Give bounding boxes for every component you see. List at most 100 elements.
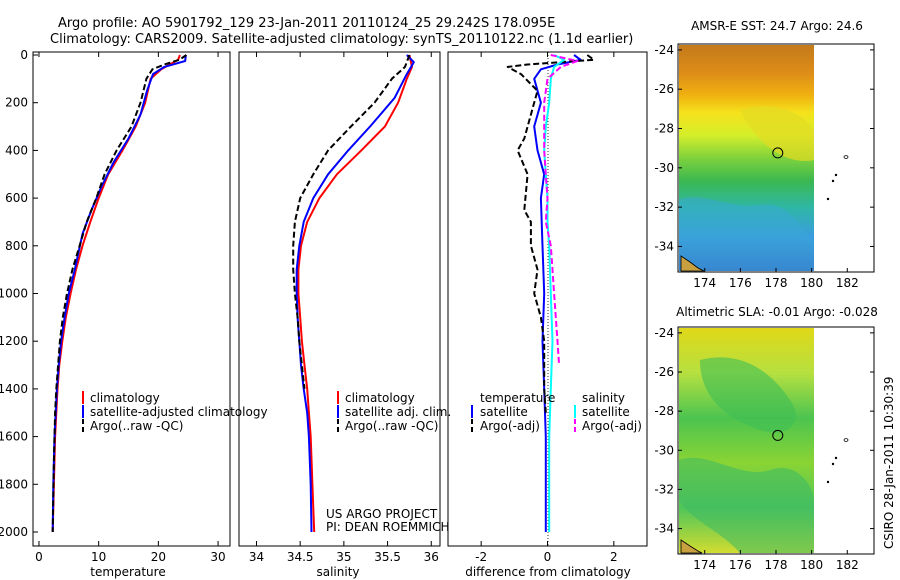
- island-marker: [834, 456, 838, 460]
- map-y-tick-label: -28: [654, 404, 674, 418]
- sla-map-panel: Altimetric SLA: -0.01 Argo: -0.028 174 17…: [654, 305, 878, 572]
- difference-legend: temperature satellite Argo(-adj) salinit…: [471, 391, 642, 433]
- x-tick-label: 20: [151, 550, 166, 564]
- sst-map-panel: AMSR-E SST: 24.7 Argo: 24.6 174 176 178 180…: [654, 19, 875, 290]
- y-tick-label: 1800: [0, 477, 28, 491]
- x-tick-label: 34.5: [287, 550, 314, 564]
- map-y-tick-label: -30: [654, 161, 674, 175]
- salinity-legend: climatology satellite adj. clim. Argo(..…: [337, 391, 451, 433]
- timestamp-label: CSIRO 28-Jan-2011 10:30:39: [882, 377, 896, 549]
- y-tick-label: 1400: [0, 382, 28, 396]
- sla-map-title: Altimetric SLA: -0.01 Argo: -0.028: [676, 305, 878, 319]
- map-x-tick-label: 180: [800, 558, 823, 572]
- map-y-tick-label: -28: [654, 122, 674, 136]
- y-tick-label: 800: [5, 239, 28, 253]
- x-tick-label: 0: [35, 550, 43, 564]
- salinity-panel: 34 34.5 35 35.5 36 climatology satellite adj…: [238, 51, 451, 579]
- island-marker: [843, 438, 849, 442]
- legend-temp-satellite-label: satellite: [480, 405, 528, 419]
- x-tick-label: 10: [91, 550, 106, 564]
- x-tick-label: 35.5: [374, 550, 401, 564]
- map-y-tick-label: -26: [654, 82, 674, 96]
- legend-argo-label: Argo(..raw -QC): [90, 419, 183, 433]
- map-x-tick-label: 180: [800, 276, 823, 290]
- x-tick-label: -2: [475, 550, 487, 564]
- x-tick-label: 30: [210, 550, 225, 564]
- y-tick-label: 1600: [0, 430, 28, 444]
- difference-plot-frame: [447, 51, 648, 547]
- temperature-plot-frame: [32, 51, 231, 547]
- map-x-tick-label: 174: [693, 276, 716, 290]
- map-x-tick-label: 176: [729, 276, 752, 290]
- sla-coast: [680, 539, 703, 554]
- sst-coast: [680, 255, 705, 272]
- map-x-tick-label: 174: [693, 558, 716, 572]
- map-y-tick-label: -30: [654, 443, 674, 457]
- series-line-satellite: [295, 54, 415, 533]
- series-line-salinity-satellite: [543, 54, 566, 532]
- temperature-series-layer: 0 10 20 30 0 200 400 600 800 1000 1200 1400 1600 1800…: [0, 48, 226, 564]
- map-y-tick-label: -26: [654, 365, 674, 379]
- temperature-legend: climatology satellite-adjusted climatolo…: [82, 391, 268, 433]
- sst-warm-patch: [740, 106, 814, 161]
- header-line-2: Climatology: CARS2009. Satellite-adjuste…: [50, 32, 633, 47]
- legend-climatology-label: climatology: [345, 391, 415, 405]
- legend-salinity-title: salinity: [582, 391, 625, 405]
- map-y-tick-label: -32: [654, 200, 674, 214]
- x-tick-label: 35: [336, 550, 351, 564]
- legend-sal-satellite-label: satellite: [582, 405, 630, 419]
- map-x-tick-label: 178: [765, 558, 788, 572]
- island-marker: [834, 173, 838, 177]
- map-x-tick-label: 182: [836, 558, 859, 572]
- sla-map-axes: 174 176 178 180 182 -24 -26 -28 -30 -32 -34: [654, 326, 874, 572]
- y-tick-label: 1000: [0, 287, 28, 301]
- x-tick-label: 0: [544, 550, 552, 564]
- sst-cool-patch: [679, 197, 814, 271]
- temperature-panel: 0 10 20 30 0 200 400 600 800 1000 1200 1400 1600 1800…: [0, 48, 268, 579]
- map-y-tick-label: -32: [654, 482, 674, 496]
- y-tick-label: 600: [5, 191, 28, 205]
- map-x-tick-label: 178: [765, 276, 788, 290]
- difference-series-layer: -2 0 2: [475, 52, 618, 564]
- sst-map-axes: 174 176 178 180 182 -24 -26 -28 -30 -32 -34: [654, 43, 874, 290]
- header-line-1: Argo profile: AO 5901792_129 23-Jan-2011…: [58, 16, 555, 31]
- y-tick-label: 200: [5, 96, 28, 110]
- map-y-tick-label: -24: [654, 326, 674, 340]
- y-tick-label: 2000: [0, 525, 28, 539]
- map-y-tick-label: -34: [654, 522, 674, 536]
- legend-sal-argo-label: Argo(-adj): [582, 419, 642, 433]
- map-y-tick-label: -34: [654, 239, 674, 253]
- sla-islands: [826, 438, 849, 484]
- salinity-series-layer: 34 34.5 35 35.5 36: [249, 52, 439, 564]
- island-marker: [831, 179, 835, 183]
- sla-patch: [679, 457, 814, 553]
- sst-float-position-marker: [772, 147, 784, 159]
- salinity-axis-label: salinity: [316, 565, 359, 579]
- y-tick-label: 1200: [0, 334, 28, 348]
- sla-float-position-marker: [772, 429, 784, 441]
- series-line-temperature-satellite: [533, 54, 582, 532]
- series-line-climatology: [297, 54, 413, 533]
- sla-patch: [700, 357, 796, 433]
- x-tick-label: 2: [610, 550, 618, 564]
- map-x-tick-label: 176: [729, 558, 752, 572]
- y-tick-label: 400: [5, 143, 28, 157]
- series-line-climatology: [51, 54, 181, 533]
- map-x-tick-label: 182: [836, 276, 859, 290]
- series-line-satellite: [51, 54, 187, 533]
- series-line-salinity-argo-adj-: [543, 54, 579, 366]
- x-tick-label: 36: [424, 550, 439, 564]
- island-marker: [826, 480, 830, 484]
- series-line-temperature-argo-adj-: [506, 54, 595, 413]
- pi-label: PI: DEAN ROEMMICH: [326, 520, 449, 534]
- x-tick-label: 34: [249, 550, 264, 564]
- sst-islands: [826, 155, 849, 201]
- series-line-argo: [292, 54, 411, 390]
- legend-temperature-title: temperature: [480, 391, 555, 405]
- y-tick-label: 0: [20, 48, 28, 62]
- legend-climatology-label: climatology: [90, 391, 160, 405]
- legend-argo-label: Argo(..raw -QC): [345, 419, 438, 433]
- sst-map-title: AMSR-E SST: 24.7 Argo: 24.6: [691, 19, 863, 33]
- series-line-argo: [51, 54, 187, 533]
